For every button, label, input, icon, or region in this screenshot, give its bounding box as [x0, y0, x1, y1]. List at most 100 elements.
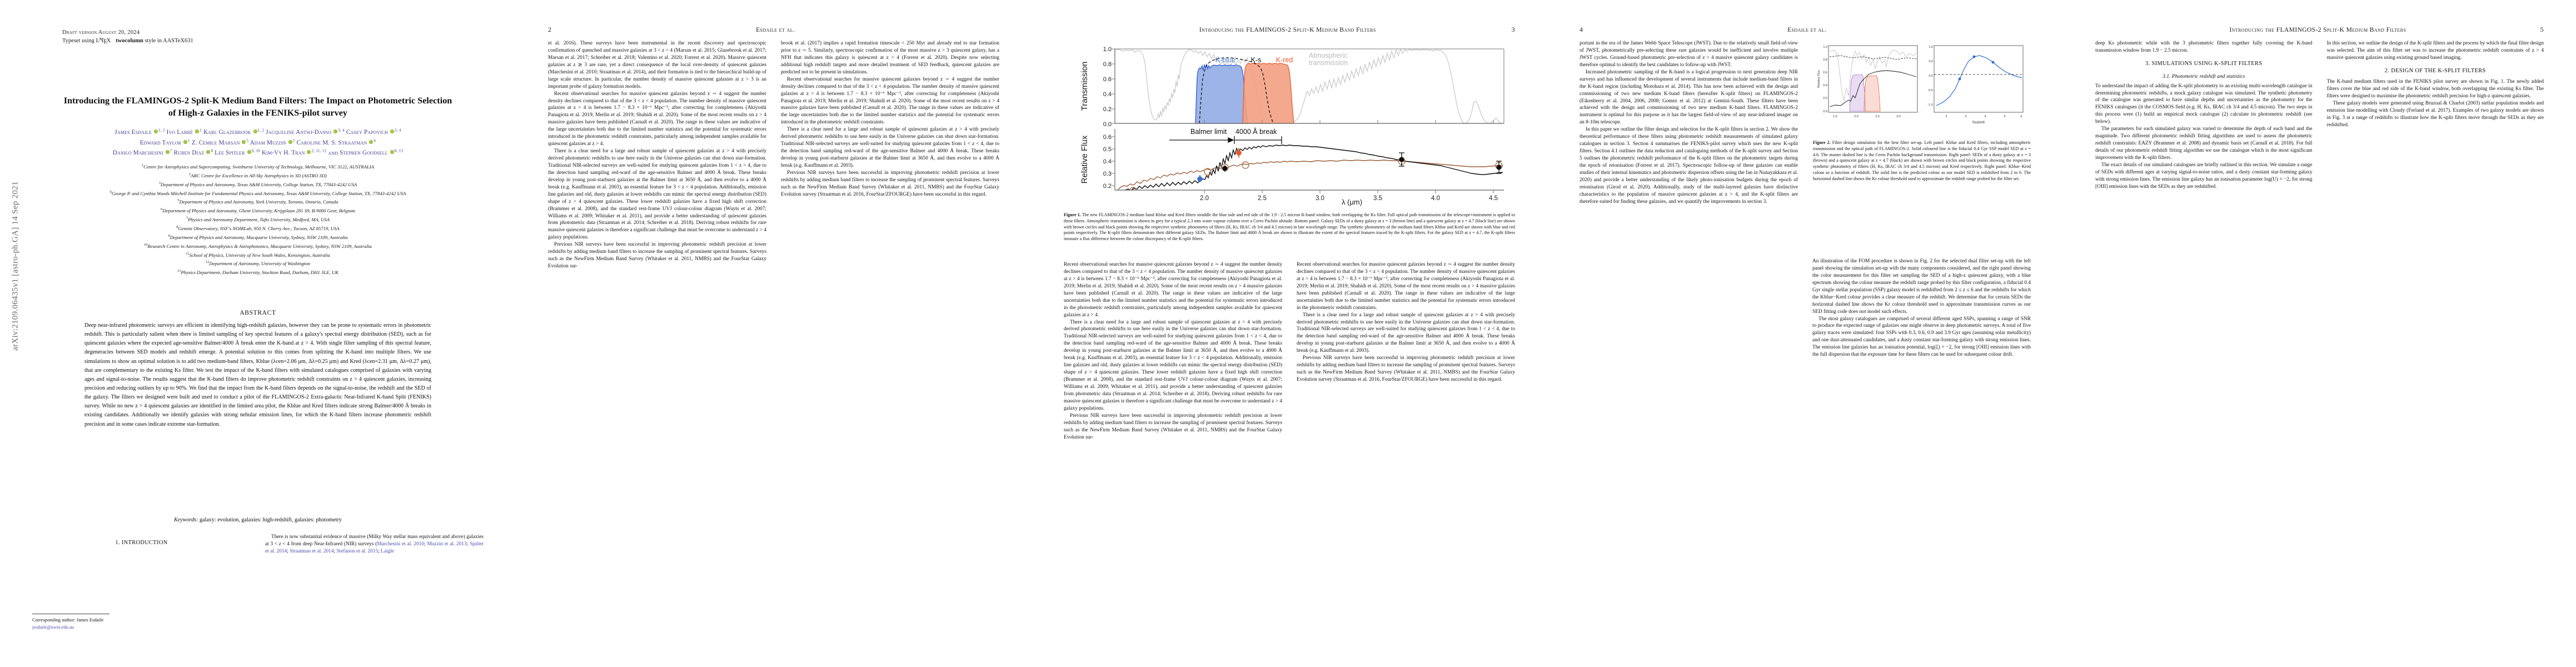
section-heading-design: 2. DESIGN OF THE K-SPLIT FILTERS	[2384, 67, 2486, 74]
paragraph: The parameters for each simulated galaxy…	[2095, 126, 2313, 161]
orcid-icon[interactable]	[333, 129, 338, 133]
orcid-icon[interactable]	[242, 140, 246, 144]
affiliation-item: 12Department of Astronomy, University of…	[205, 260, 310, 267]
affiliation-item: 13Physics Department, Durham University,…	[177, 269, 338, 276]
svg-text:6: 6	[2020, 115, 2022, 118]
author-entry[interactable]: Karl Glazebrook 1, 2	[203, 127, 265, 136]
orcid-icon[interactable]	[369, 140, 373, 144]
page-1-columns: 1. INTRODUCTION Corresponding author: Ja…	[32, 534, 484, 650]
orcid-icon[interactable]	[288, 140, 292, 144]
orcid-icon[interactable]	[195, 129, 200, 133]
orcid-icon[interactable]	[307, 150, 311, 155]
page-number: 4	[1580, 26, 1583, 33]
page-1: arXiv:2109.06435v1 [astro-ph.GA] 14 Sep …	[0, 0, 516, 667]
orcid-icon[interactable]	[390, 129, 394, 133]
citation-link[interactable]: Marchesini et al. 2010	[377, 541, 425, 547]
svg-text:1.0: 1.0	[1929, 46, 1933, 49]
paragraph: brook et al. (2017) implies a rapid form…	[781, 41, 999, 75]
author-entry[interactable]: Edward Taylor 1	[139, 137, 190, 146]
orcid-icon[interactable]	[390, 150, 394, 155]
page-4-columns: portant in the era of the James Webb Spa…	[1580, 40, 2031, 651]
author-entry[interactable]: Lee Spitler 9, 10	[215, 148, 261, 157]
orcid-icon[interactable]	[183, 140, 188, 144]
figure-2: 1.0 0.8 0.6 0.4 0.2 0.0 Relative Flux 1.5 2.0…	[1813, 40, 2031, 137]
citation-link[interactable]: Straatman et al. 2014	[290, 548, 334, 554]
author-entry[interactable]: Stephen Goodsell 8, 13	[340, 148, 403, 157]
orcid-icon[interactable]	[247, 150, 251, 155]
svg-text:1.5: 1.5	[1833, 115, 1837, 118]
paragraph: There is a clear need for a large and ro…	[1297, 312, 1515, 354]
page-5-columns: deep Ks photometric while with the 3 pho…	[2095, 40, 2544, 651]
orcid-icon[interactable]	[206, 150, 211, 155]
author-entry[interactable]: Z. Cemile Marsan 5	[191, 137, 249, 146]
legend-k-blue: K-blue	[1215, 56, 1235, 64]
section-heading-simulations: 3. SIMULATIONS USING K-SPLIT FILTERS	[2145, 60, 2263, 67]
author-list: James Esdaile 1, 2 Ivo Labbé 1 Karl Glaz…	[112, 127, 403, 157]
citation-link[interactable]: Spitler et al. 2014	[265, 541, 484, 554]
figure-2-reserved-space	[1812, 40, 2031, 258]
page-4-column-left: portant in the era of the James Webb Spa…	[1580, 40, 1798, 651]
paragraph: et al. 2016). These surveys have been in…	[548, 41, 766, 89]
affiliation-item: 4George P. and Cynthia Woods Mitchell In…	[109, 190, 406, 196]
orcid-icon[interactable]	[253, 129, 257, 133]
author-entry[interactable]: Ruben Diaz 8	[173, 148, 213, 157]
affiliation-item: 2ARC Centre for Excellence in All-Sky As…	[189, 172, 327, 178]
running-title: Esdaile et al.	[1787, 27, 1827, 33]
page-3-column-left: Recent observational searches for massiv…	[1064, 261, 1282, 651]
author-entry[interactable]: Kim-Vy H. Tran 2, 11, 12	[262, 148, 327, 157]
figure-2-caption: Figure 2. Filter design simulation for t…	[1813, 140, 2031, 182]
quiescent-error-bars	[1133, 152, 1502, 190]
figure-1-caption: Figure 1. The new FLAMINGOS-2 medium ban…	[1064, 212, 1515, 242]
svg-text:0.5: 0.5	[1929, 60, 1933, 63]
svg-text:0.6: 0.6	[1103, 76, 1112, 83]
svg-text:0.6: 0.6	[1103, 134, 1112, 141]
figure-2-right-xlabel: Redshift	[1972, 121, 1985, 125]
paragraph: In this paper we outline the filter desi…	[1580, 127, 1798, 205]
keywords-label: Keywords:	[174, 517, 198, 523]
paragraph: There is a clear need for a large and ro…	[1064, 319, 1282, 411]
transmission-panel: 1.0 0.8 0.6 0.4 0.2 0.0 Transmission	[1080, 46, 1504, 128]
paragraph: Previous NIR surveys have been successfu…	[781, 170, 999, 197]
svg-text:0.0: 0.0	[1929, 74, 1933, 78]
orcid-icon[interactable]	[165, 150, 170, 155]
citation-link[interactable]: Muzzin et al. 2013	[427, 541, 467, 547]
svg-text:0.8: 0.8	[1103, 61, 1112, 68]
sed-y-ticks: 0.6 0.5 0.4 0.3 0.2	[1103, 134, 1115, 190]
author-entry[interactable]: Danilo Marchesini 7	[112, 148, 172, 157]
citation-link[interactable]: Laigle	[381, 548, 395, 554]
svg-text:0.5: 0.5	[1103, 146, 1112, 153]
svg-text:0.6: 0.6	[1823, 71, 1827, 74]
citation-link[interactable]: Stefanon et al. 2015	[336, 548, 378, 554]
page-2-column-right: brook et al. (2017) implies a rapid form…	[781, 40, 999, 651]
dusty-galaxy-sed-curve	[1117, 160, 1503, 190]
svg-text:2.0: 2.0	[1854, 115, 1858, 118]
author-entry[interactable]: Ivo Labbé 1	[166, 127, 202, 136]
svg-text:0.4: 0.4	[1103, 158, 1112, 165]
author-entry[interactable]: Caroline M. S. Straatman 6	[296, 137, 376, 146]
running-title: Introducing the FLAMINGOS-2 Split-K Medi…	[2229, 27, 2406, 33]
paragraph: Increased photometric sampling of the K-…	[1580, 69, 1798, 126]
subsection-heading-photoz: 3.1. Photometric redshift and statistics	[2163, 73, 2245, 80]
page-5-column-left: deep Ks photometric while with the 3 pho…	[2095, 40, 2313, 651]
k-s-filter-curve	[1199, 57, 1274, 124]
k-red-filter-band	[1242, 63, 1294, 124]
svg-text:1.0: 1.0	[1823, 46, 1827, 49]
svg-text:0.0: 0.0	[1103, 121, 1112, 128]
author-entry[interactable]: Adam Muzzin 5	[250, 137, 295, 146]
corresponding-author-email[interactable]: jesdaile@swin.edu.au	[32, 624, 74, 630]
author-entry[interactable]: Jacqueline Antwi-Danso 3, 4	[266, 127, 345, 136]
orcid-icon[interactable]	[153, 129, 158, 133]
svg-text:3.0: 3.0	[1896, 115, 1901, 118]
keywords-value: galaxy: evolution, galaxies: high-redshi…	[199, 517, 342, 523]
annotation-arrows	[1169, 136, 1282, 144]
k-blue-filter-band	[1195, 63, 1248, 124]
svg-text:2.0: 2.0	[1200, 195, 1209, 202]
transmission-axis-label: Transmission	[1080, 62, 1089, 111]
svg-text:4.0: 4.0	[1431, 195, 1440, 202]
keywords-line: Keywords: galaxy: evolution, galaxies: h…	[84, 517, 431, 523]
author-entry[interactable]: James Esdaile 1, 2	[114, 127, 165, 136]
legend-atmospheric-line1: Atmospheric	[1309, 52, 1347, 59]
author-entry[interactable]: Casey Papovich 3, 4	[346, 127, 401, 136]
atmospheric-transmission-curve	[1115, 49, 1504, 124]
